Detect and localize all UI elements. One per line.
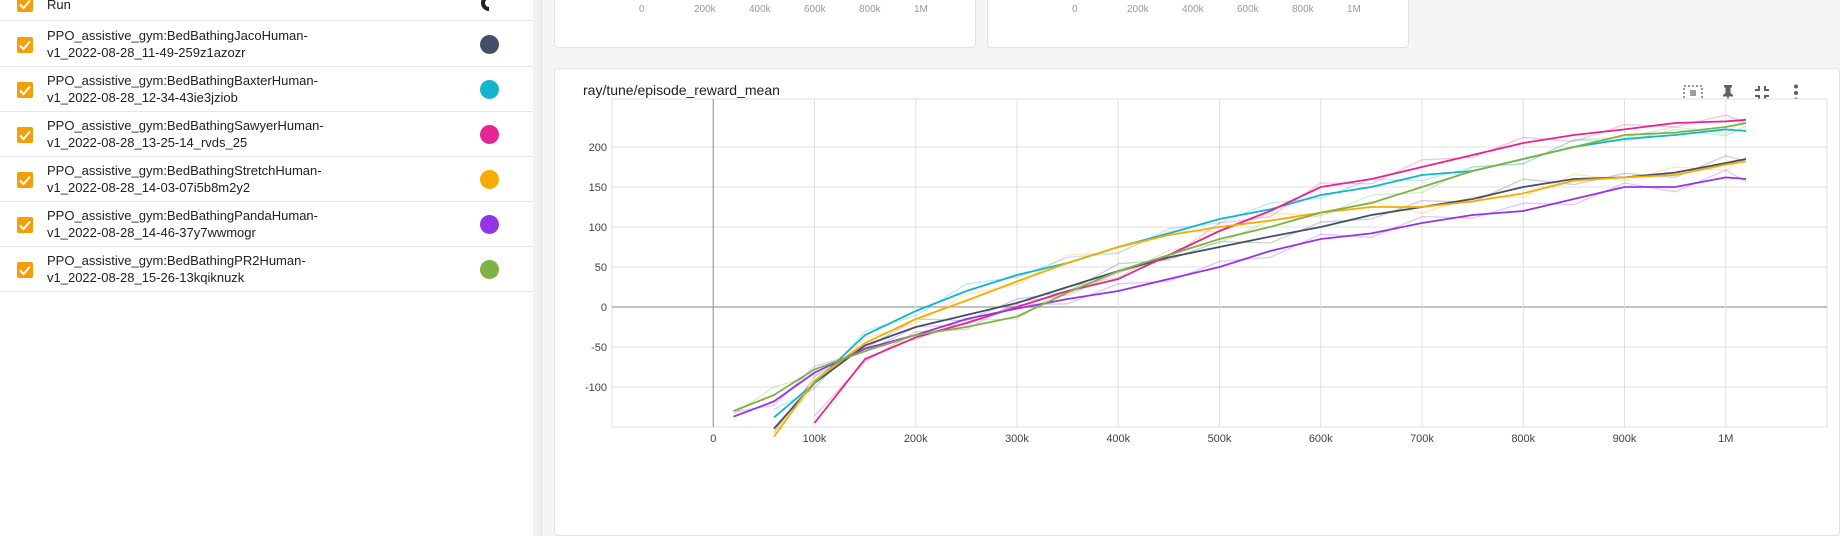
- run-checkbox[interactable]: [17, 37, 33, 53]
- run-name-line2: v1_2022-08-28_14-46-37y7wwmogr: [47, 225, 256, 240]
- chart-title: ray/tune/episode_reward_mean: [583, 82, 780, 98]
- mini-tick-label: 600k: [1237, 4, 1259, 15]
- run-column-header: Run: [47, 0, 71, 12]
- run-name: PPO_assistive_gym:BedBathingPandaHuman-v…: [47, 207, 347, 241]
- line-chart[interactable]: -100 -50 0 50 100 150 200 0 100k 200k 300k 400k 500k…: [555, 69, 1840, 537]
- x-tick-label: 400k: [1106, 433, 1130, 445]
- scalars-main-area: 0 200k 400k 600k 800k 1M 0 200k 400k 600k 800k 1M …: [542, 0, 1840, 536]
- run-color-swatch[interactable]: [480, 80, 499, 99]
- run-name-line1: PPO_assistive_gym:BedBathingPR2Human-: [47, 253, 306, 268]
- run-color-swatch[interactable]: [480, 170, 499, 189]
- x-tick-label: 900k: [1613, 433, 1637, 445]
- run-row[interactable]: PPO_assistive_gym:BedBathingStretchHuman…: [0, 157, 533, 202]
- x-tick-label: 1M: [1718, 433, 1733, 445]
- mini-tick-label: 400k: [749, 4, 771, 15]
- run-name: PPO_assistive_gym:BedBathingStretchHuman…: [47, 162, 347, 196]
- series-line: [733, 176, 1747, 418]
- run-row[interactable]: PPO_assistive_gym:BedBathingSawyerHuman-…: [0, 112, 533, 157]
- x-tick-label: 800k: [1511, 433, 1535, 445]
- mini-tick-label: 0: [639, 4, 645, 15]
- run-name: PPO_assistive_gym:BedBathingSawyerHuman-…: [47, 117, 347, 151]
- x-tick-label: 300k: [1005, 433, 1029, 445]
- mini-tick-label: 1M: [914, 4, 928, 15]
- run-list-header: Run: [0, 0, 533, 21]
- mini-tick-label: 600k: [804, 4, 826, 15]
- run-checkbox[interactable]: [17, 262, 33, 278]
- select-all-checkbox[interactable]: [17, 0, 33, 12]
- mini-tick-label: 400k: [1182, 4, 1204, 15]
- collapse-icon[interactable]: [1751, 82, 1773, 104]
- panel-resize-handle[interactable]: [533, 0, 542, 536]
- run-checkbox[interactable]: [17, 172, 33, 188]
- series-line: [813, 118, 1747, 424]
- mini-tick-label: 800k: [1292, 4, 1314, 15]
- series-line: [773, 128, 1747, 419]
- run-checkbox[interactable]: [17, 217, 33, 233]
- run-name-line1: PPO_assistive_gym:BedBathingStretchHuman…: [47, 163, 322, 178]
- run-name: PPO_assistive_gym:BedBathingJacoHuman-v1…: [47, 27, 347, 61]
- run-name: PPO_assistive_gym:BedBathingBaxterHuman-…: [47, 72, 347, 106]
- run-checkbox[interactable]: [17, 82, 33, 98]
- run-row[interactable]: PPO_assistive_gym:BedBathingPR2Human-v1_…: [0, 247, 533, 292]
- run-name-line1: PPO_assistive_gym:BedBathingSawyerHuman-: [47, 118, 324, 133]
- y-tick-label: 200: [589, 142, 607, 154]
- run-name-line2: v1_2022-08-28_15-26-13kqiknuzk: [47, 270, 245, 285]
- y-tick-label: -100: [585, 382, 607, 394]
- run-name-line1: PPO_assistive_gym:BedBathingPandaHuman-: [47, 208, 318, 223]
- mini-tick-label: 200k: [1127, 4, 1149, 15]
- run-color-swatch[interactable]: [480, 125, 499, 144]
- x-tick-label: 700k: [1410, 433, 1434, 445]
- run-name-line1: PPO_assistive_gym:BedBathingJacoHuman-: [47, 28, 308, 43]
- mini-tick-label: 200k: [694, 4, 716, 15]
- x-tick-label: 600k: [1309, 433, 1333, 445]
- run-name-line1: PPO_assistive_gym:BedBathingBaxterHuman-: [47, 73, 318, 88]
- y-tick-label: 50: [595, 262, 607, 274]
- series-line: [773, 160, 1747, 438]
- run-row[interactable]: PPO_assistive_gym:BedBathingBaxterHuman-…: [0, 67, 533, 112]
- run-name: PPO_assistive_gym:BedBathingPR2Human-v1_…: [47, 252, 347, 286]
- pin-icon[interactable]: [1717, 82, 1739, 104]
- run-name-line2: v1_2022-08-28_11-49-259z1azozr: [47, 45, 246, 60]
- mini-tick-label: 800k: [859, 4, 881, 15]
- chart-card-episode-reward-mean: ray/tune/episode_reward_mean -100 -50 0 50 1…: [554, 68, 1840, 536]
- run-color-swatch[interactable]: [480, 215, 499, 234]
- run-name-line2: v1_2022-08-28_12-34-43ie3jziob: [47, 90, 238, 105]
- chart-card-collapsed-2: 0 200k 400k 600k 800k 1M: [987, 0, 1409, 48]
- y-tick-label: -50: [591, 342, 607, 354]
- palette-icon[interactable]: [480, 0, 498, 12]
- y-tick-label: 100: [589, 222, 607, 234]
- mini-tick-label: 1M: [1347, 4, 1361, 15]
- run-color-swatch[interactable]: [480, 260, 499, 279]
- x-tick-label: 500k: [1208, 433, 1232, 445]
- x-tick-label: 0: [710, 433, 716, 445]
- run-color-swatch[interactable]: [480, 35, 499, 54]
- run-row[interactable]: PPO_assistive_gym:BedBathingJacoHuman-v1…: [0, 22, 533, 67]
- mini-tick-label: 0: [1072, 4, 1078, 15]
- run-name-line2: v1_2022-08-28_14-03-07i5b8m2y2: [47, 180, 251, 195]
- run-name-line2: v1_2022-08-28_13-25-14_rvds_25: [47, 135, 248, 150]
- chart-card-collapsed-1: 0 200k 400k 600k 800k 1M: [554, 0, 976, 48]
- run-row[interactable]: PPO_assistive_gym:BedBathingPandaHuman-v…: [0, 202, 533, 247]
- series-line: [733, 122, 1747, 412]
- x-tick-label: 100k: [803, 433, 827, 445]
- x-tick-label: 200k: [904, 433, 928, 445]
- run-checkbox[interactable]: [17, 127, 33, 143]
- y-tick-label: 0: [601, 302, 607, 314]
- run-list-panel: Run PPO_assistive_gym:BedBathingJacoHuma…: [0, 0, 534, 536]
- y-tick-label: 150: [589, 182, 607, 194]
